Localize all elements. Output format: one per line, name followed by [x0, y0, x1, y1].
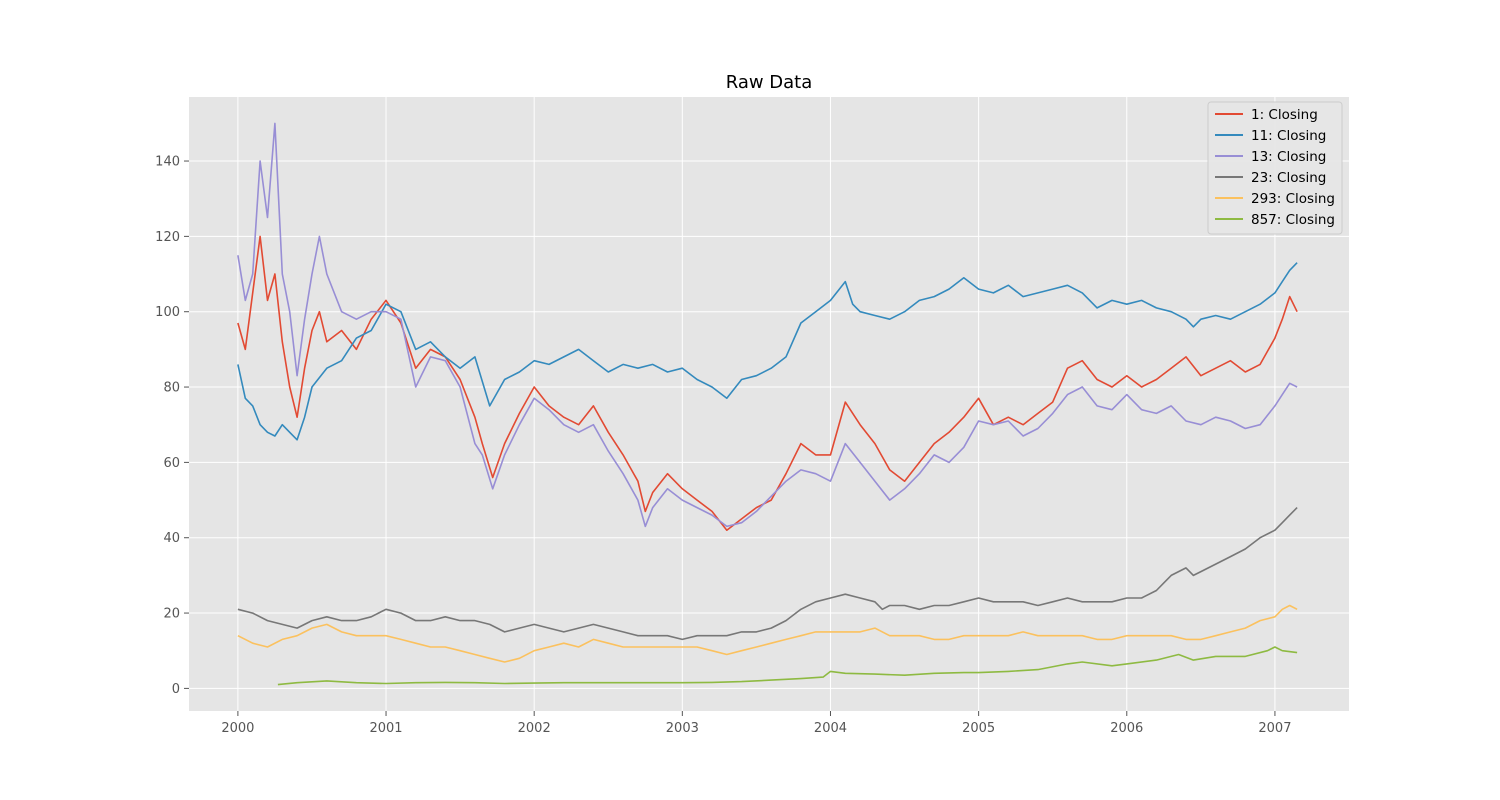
legend-label: 23: Closing — [1251, 170, 1326, 186]
legend-label: 11: Closing — [1251, 128, 1326, 144]
x-tick-label: 2004 — [814, 721, 847, 736]
y-tick-label: 40 — [163, 531, 180, 546]
y-tick-label: 0 — [172, 682, 180, 697]
legend-label: 13: Closing — [1251, 149, 1326, 165]
y-tick-label: 100 — [155, 305, 180, 320]
y-tick-label: 120 — [155, 230, 180, 245]
x-tick-label: 2001 — [369, 721, 402, 736]
legend-label: 1: Closing — [1251, 107, 1318, 123]
y-tick-label: 140 — [155, 155, 180, 170]
series-line-2 — [237, 262, 1298, 441]
series-lines — [237, 122, 1298, 686]
legend-label: 857: Closing — [1251, 212, 1335, 228]
y-tick-label: 60 — [163, 456, 180, 471]
y-tick-label: 80 — [163, 381, 180, 396]
x-tick-label: 2006 — [1110, 721, 1143, 736]
y-axis-ticks: 0 20 40 60 80 100 120 140 — [155, 155, 189, 697]
x-tick-label: 2000 — [221, 721, 254, 736]
x-tick-label: 2007 — [1258, 721, 1291, 736]
series-line-4 — [237, 507, 1298, 641]
y-tick-label: 20 — [163, 607, 180, 622]
series-line-5 — [237, 604, 1298, 663]
x-axis-ticks: 2000 2001 2002 2003 2004 2005 2006 2007 — [221, 711, 1291, 736]
x-tick-label: 2005 — [962, 721, 995, 736]
grid — [189, 97, 1349, 711]
x-tick-label: 2003 — [666, 721, 699, 736]
x-tick-label: 2002 — [518, 721, 551, 736]
legend: 1: Closing 11: Closing 13: Closing 23: Clos… — [1207, 101, 1343, 235]
plot-area — [189, 97, 1349, 711]
series-line-3 — [237, 122, 1298, 528]
series-line-6 — [277, 646, 1298, 686]
legend-label: 293: Closing — [1251, 191, 1335, 207]
chart-title: Raw Data — [726, 72, 813, 93]
